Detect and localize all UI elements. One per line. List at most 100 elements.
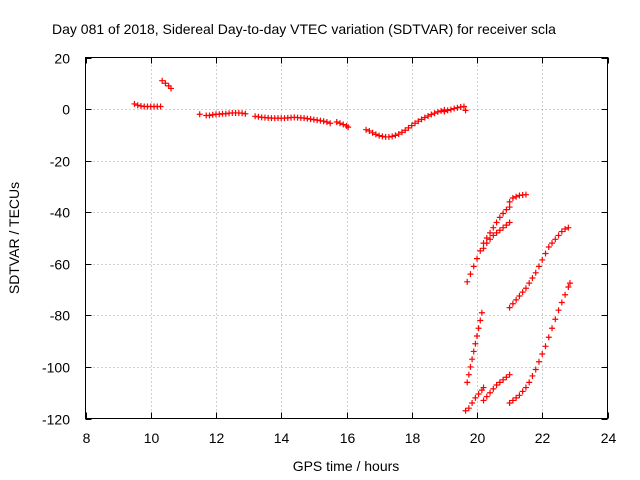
data-point <box>470 263 477 270</box>
data-point <box>465 405 472 412</box>
data-point <box>157 103 164 110</box>
data-point <box>405 124 412 131</box>
data-point <box>542 250 549 257</box>
data-point <box>506 219 513 226</box>
data-point <box>389 133 396 140</box>
data-point <box>480 384 487 391</box>
data-point <box>487 229 494 236</box>
data-point <box>503 206 510 213</box>
data-point <box>493 219 500 226</box>
data-point <box>516 392 523 399</box>
data-point <box>522 285 529 292</box>
y-tick-labels: -120 -100 -80 -60 -40 -20 0 20 <box>42 51 70 428</box>
data-point <box>562 225 569 232</box>
data-point <box>470 348 477 355</box>
data-point <box>242 110 249 117</box>
data-point <box>529 274 536 281</box>
data-point <box>503 222 510 229</box>
data-point <box>428 111 435 118</box>
data-point <box>516 293 523 300</box>
data-point <box>333 118 340 125</box>
data-point <box>487 236 494 243</box>
x-tick-label: 24 <box>601 430 617 446</box>
data-point <box>415 118 422 125</box>
data-point <box>565 283 572 290</box>
data-point <box>506 204 513 211</box>
data-point <box>500 224 507 231</box>
data-point <box>464 278 471 285</box>
data-point <box>327 120 334 127</box>
data-point <box>408 122 415 129</box>
data-point <box>475 391 482 398</box>
data-point <box>522 384 529 391</box>
data-point <box>460 103 467 110</box>
data-point <box>398 129 405 136</box>
data-point <box>462 407 469 414</box>
data-point <box>402 127 409 134</box>
data-point <box>509 300 516 307</box>
data-point <box>545 334 552 341</box>
data-point <box>340 121 347 128</box>
data-point <box>483 240 490 247</box>
data-point <box>509 397 516 404</box>
y-tick-label: -120 <box>42 412 70 428</box>
data-point <box>503 374 510 381</box>
data-point <box>451 105 458 112</box>
y-tick-label: -40 <box>50 205 70 221</box>
data-point <box>535 263 542 270</box>
x-tick-label: 22 <box>535 430 551 446</box>
y-tick-label: 0 <box>62 102 70 118</box>
data-point <box>483 393 490 400</box>
data-point <box>323 118 330 125</box>
y-tick-label: -80 <box>50 308 70 324</box>
data-point <box>506 198 513 205</box>
data-point <box>412 120 419 127</box>
data-point <box>513 394 520 401</box>
data-point <box>196 111 203 118</box>
plot-frame <box>85 57 608 419</box>
data-point <box>336 120 343 127</box>
data-point <box>372 131 379 138</box>
data-point <box>454 104 461 111</box>
data-point <box>480 245 487 252</box>
data-point <box>465 371 472 378</box>
x-tick-label: 10 <box>144 430 160 446</box>
data-point <box>395 131 402 138</box>
data-point <box>159 77 166 84</box>
data-point <box>490 224 497 231</box>
data-point <box>475 325 482 332</box>
data-point <box>447 106 454 113</box>
data-point <box>552 236 559 243</box>
data-point <box>444 107 451 114</box>
y-axis-label: SDTVAR / TECUs <box>6 182 22 294</box>
data-point <box>487 389 494 396</box>
data-point <box>418 116 425 123</box>
data-points <box>131 77 573 414</box>
grid <box>85 57 608 419</box>
data-point <box>529 372 536 379</box>
data-point <box>434 108 441 115</box>
data-point <box>566 280 573 287</box>
data-point <box>438 107 445 114</box>
data-point <box>532 269 539 276</box>
data-point <box>506 371 513 378</box>
x-tick-label: 14 <box>274 430 290 446</box>
data-point <box>474 255 480 262</box>
data-point <box>472 340 479 347</box>
data-point <box>469 400 476 407</box>
data-point <box>421 114 428 121</box>
data-point <box>462 107 469 114</box>
data-point <box>366 127 373 134</box>
data-point <box>493 381 500 388</box>
data-point <box>441 108 448 115</box>
data-point <box>500 210 507 217</box>
x-tick-label: 16 <box>340 430 356 446</box>
data-point <box>480 397 487 404</box>
data-point <box>513 296 520 303</box>
data-point <box>134 102 141 109</box>
data-point <box>167 85 174 92</box>
data-point <box>467 271 474 278</box>
data-point <box>467 363 474 370</box>
data-point <box>483 235 490 241</box>
